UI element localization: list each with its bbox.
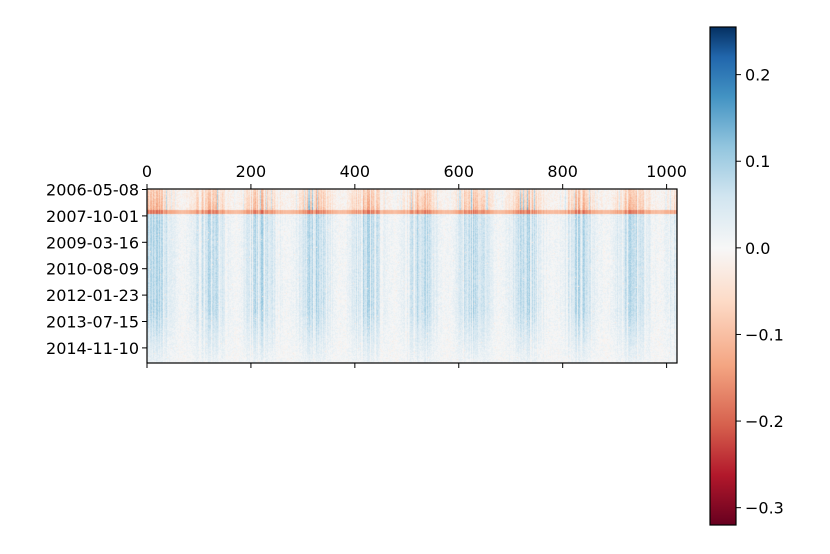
x-tick-label: 1000: [646, 162, 687, 181]
y-tick-label: 2006-05-08: [46, 181, 139, 200]
x-tick-label: 0: [142, 162, 152, 181]
y-tick-label: 2009-03-16: [46, 233, 139, 252]
y-axis: 2006-05-08 2007-10-01 2009-03-16 2010-08-09…: [46, 181, 147, 358]
colorbar-tick-label: −0.1: [745, 325, 784, 344]
y-tick-label: 2010-08-09: [46, 260, 139, 279]
x-tick-label: 600: [443, 162, 474, 181]
x-axis: 0 200 400 600 800 1000: [142, 162, 687, 368]
colorbar: [709, 26, 737, 526]
y-tick-label: 2007-10-01: [46, 207, 139, 226]
heatmap-image: [147, 189, 677, 363]
x-tick-label: 400: [340, 162, 371, 181]
x-tick-label: 800: [547, 162, 578, 181]
colorbar-tick-label: 0.2: [745, 66, 770, 85]
colorbar-axis: 0.2 0.1 0.0 −0.1 −0.2 −0.3: [736, 66, 784, 518]
colorbar-tick-label: 0.0: [745, 239, 770, 258]
colorbar-tick-label: −0.3: [745, 499, 784, 518]
y-tick-label: 2012-01-23: [46, 286, 139, 305]
plot-frame: [146, 188, 678, 364]
x-tick-label: 200: [236, 162, 267, 181]
colorbar-tick-label: 0.1: [745, 152, 770, 171]
y-tick-label: 2013-07-15: [46, 313, 139, 332]
colorbar-tick-label: −0.2: [745, 412, 784, 431]
y-tick-label: 2014-11-10: [46, 339, 139, 358]
